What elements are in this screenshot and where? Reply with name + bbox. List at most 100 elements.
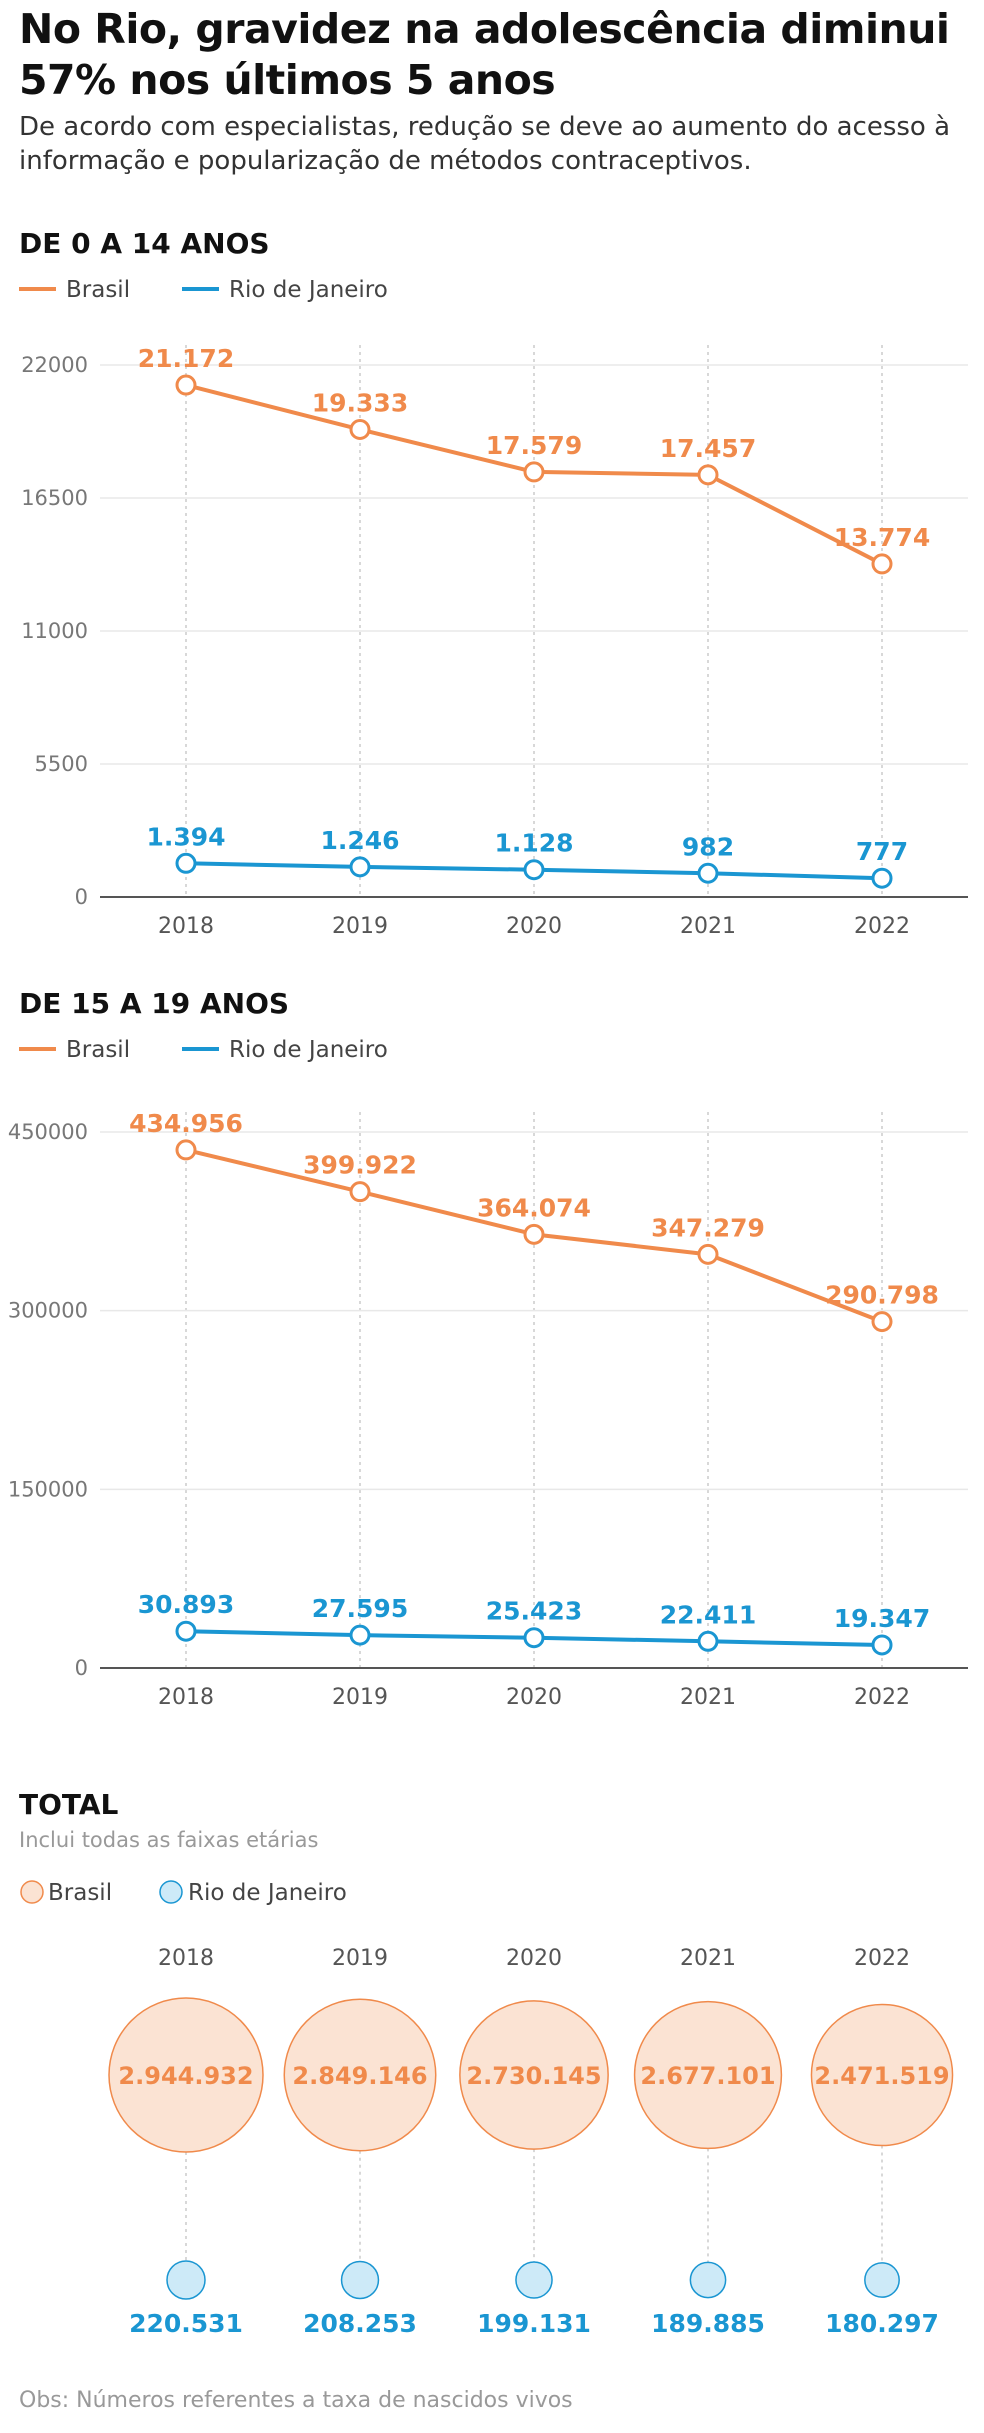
legend-swatch-brasil [20, 1880, 44, 1904]
data-point-rio [871, 1634, 893, 1656]
data-point-rio [697, 1630, 719, 1652]
bubble-label-rio: 189.885 [651, 2309, 765, 2338]
y-tick-label: 5500 [35, 752, 88, 776]
legend-label-rio: Rio de Janeiro [229, 277, 388, 303]
data-label-brasil: 290.798 [825, 1281, 939, 1310]
data-point-brasil [871, 553, 893, 575]
bubble-label-rio: 220.531 [129, 2309, 243, 2338]
data-label-brasil: 17.579 [486, 431, 582, 460]
footer-note: Obs: Números referentes a taxa de nascid… [19, 2388, 573, 2413]
data-label-rio: 777 [856, 837, 908, 866]
data-point-rio [349, 856, 371, 878]
y-tick-label: 150000 [8, 1477, 88, 1501]
x-tick-label: 2019 [332, 1685, 388, 1710]
year-label: 2019 [332, 1946, 388, 1971]
data-point-rio [871, 867, 893, 889]
chart-subtitle: Inclui todas as faixas etárias [19, 1828, 318, 1852]
bubble-brasil [810, 2003, 954, 2147]
data-point-brasil [175, 1139, 197, 1161]
data-label-rio: 25.423 [486, 1597, 582, 1626]
data-point-brasil [871, 1311, 893, 1333]
data-label-brasil: 434.956 [129, 1109, 243, 1138]
year-label: 2021 [680, 1946, 736, 1971]
data-label-rio: 1.246 [320, 826, 399, 855]
data-label-rio: 22.411 [660, 1600, 756, 1629]
chart-title: TOTAL [19, 1788, 118, 1821]
x-tick-label: 2018 [158, 1685, 214, 1710]
y-tick-label: 16500 [21, 486, 88, 510]
data-point-rio [697, 862, 719, 884]
y-tick-label: 300000 [8, 1299, 88, 1323]
data-label-brasil: 21.172 [138, 344, 234, 373]
bubble-brasil [283, 1998, 437, 2152]
data-point-brasil [523, 461, 545, 483]
x-tick-label: 2020 [506, 914, 562, 939]
x-tick-label: 2019 [332, 914, 388, 939]
bubble-label-brasil: 2.730.145 [466, 2062, 601, 2090]
data-point-rio [523, 859, 545, 881]
chart-15-19-anos: DE 15 A 19 ANOS Brasil Rio de Janeiro 0 1… [8, 987, 968, 1710]
data-label-brasil: 347.279 [651, 1213, 765, 1242]
data-label-rio: 19.347 [834, 1604, 930, 1633]
data-point-brasil [523, 1223, 545, 1245]
data-point-brasil [175, 374, 197, 396]
x-tick-label: 2022 [854, 1685, 910, 1710]
y-tick-label: 11000 [21, 619, 88, 643]
legend-label-brasil: Brasil [48, 1880, 112, 1906]
legend: Brasil Rio de Janeiro [20, 1880, 347, 1906]
x-tick-label: 2021 [680, 914, 736, 939]
data-label-rio: 982 [682, 832, 734, 861]
legend: Brasil Rio de Janeiro [19, 1037, 388, 1063]
chart-title: DE 0 A 14 ANOS [19, 227, 270, 260]
bubble-label-rio: 199.131 [477, 2309, 591, 2338]
data-point-rio [175, 852, 197, 874]
data-label-brasil: 13.774 [834, 523, 930, 552]
data-label-brasil: 364.074 [477, 1193, 591, 1222]
bubble-rio [340, 2260, 380, 2300]
data-point-brasil [349, 1181, 371, 1203]
bubble-rio [166, 2260, 206, 2300]
y-tick-label: 450000 [8, 1120, 88, 1144]
page-title: No Rio, gravidez na adolescência diminui… [19, 5, 950, 104]
data-label-rio: 27.595 [312, 1594, 408, 1623]
legend-swatch-rio [159, 1880, 183, 1904]
bubble-label-rio: 208.253 [303, 2309, 417, 2338]
year-label: 2022 [854, 1946, 910, 1971]
data-point-rio [175, 1620, 197, 1642]
bubble-label-brasil: 2.849.146 [292, 2062, 427, 2090]
chart-title: DE 15 A 19 ANOS [19, 987, 289, 1020]
bubble-brasil [459, 2000, 609, 2150]
y-tick-label: 22000 [21, 353, 88, 377]
bubble-label-brasil: 2.677.101 [640, 2062, 775, 2090]
data-point-brasil [697, 1243, 719, 1265]
bubble-rio [515, 2261, 553, 2299]
data-label-rio: 1.394 [146, 822, 225, 851]
legend-label-brasil: Brasil [66, 1037, 130, 1063]
legend-label-brasil: Brasil [66, 277, 130, 303]
page-subtitle: De acordo com especialistas, redução se … [19, 112, 951, 176]
data-label-brasil: 19.333 [312, 388, 408, 417]
year-label: 2018 [158, 1946, 214, 1971]
legend-label-rio: Rio de Janeiro [188, 1880, 347, 1906]
bubble-rio [689, 2261, 727, 2299]
data-label-rio: 30.893 [138, 1590, 234, 1619]
data-label-brasil: 399.922 [303, 1151, 417, 1180]
bubble-label-rio: 180.297 [825, 2309, 939, 2338]
bubble-brasil [633, 2000, 783, 2150]
data-label-brasil: 17.457 [660, 434, 756, 463]
legend: Brasil Rio de Janeiro [19, 277, 388, 303]
x-tick-label: 2022 [854, 914, 910, 939]
legend-label-rio: Rio de Janeiro [229, 1037, 388, 1063]
bubble-brasil [108, 1997, 264, 2153]
bubble-label-brasil: 2.471.519 [814, 2062, 949, 2090]
chart-total: TOTAL Inclui todas as faixas etárias Bra… [19, 1788, 954, 2338]
data-point-brasil [349, 418, 371, 440]
data-point-brasil [697, 464, 719, 486]
x-tick-label: 2020 [506, 1685, 562, 1710]
x-tick-label: 2018 [158, 914, 214, 939]
y-tick-label: 0 [75, 885, 88, 909]
bubble-rio [864, 2262, 900, 2298]
chart-0-14-anos: DE 0 A 14 ANOS Brasil Rio de Janeiro 0 55… [19, 227, 968, 939]
year-label: 2020 [506, 1946, 562, 1971]
data-label-rio: 1.128 [494, 829, 573, 858]
